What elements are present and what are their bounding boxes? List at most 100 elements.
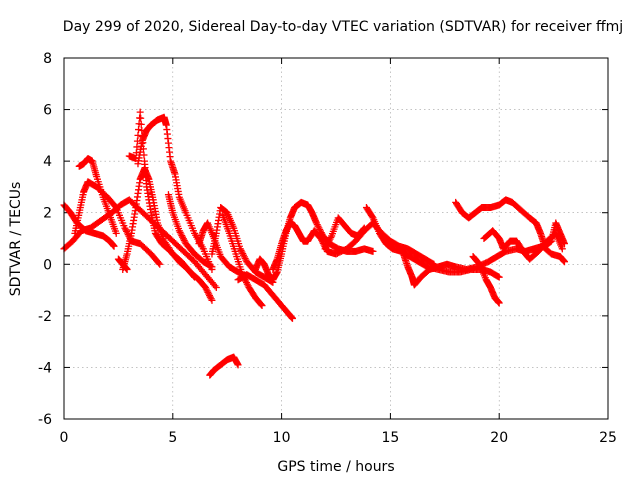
data-point	[203, 287, 211, 295]
data-point	[155, 259, 163, 267]
data-series-s3	[71, 178, 164, 268]
data-point	[316, 225, 324, 233]
y-tick-label: 0	[43, 257, 52, 273]
data-point	[495, 273, 503, 281]
data-point	[212, 283, 220, 291]
data-point	[237, 246, 245, 254]
data-point	[205, 290, 213, 298]
data-point	[241, 254, 249, 262]
data-point	[243, 280, 251, 288]
data-series-s1	[60, 201, 118, 250]
data-point	[369, 247, 377, 255]
data-series-s20	[480, 227, 566, 263]
data-series-s8	[164, 191, 216, 271]
data-series-s4	[75, 155, 120, 237]
data-point	[327, 234, 335, 242]
data-point	[179, 233, 187, 241]
data-point	[240, 253, 248, 261]
data-series-s13	[234, 271, 296, 322]
data-point	[111, 202, 119, 210]
data-point	[204, 288, 212, 296]
data-point	[208, 296, 216, 304]
data-point	[368, 213, 376, 221]
chart-title: Day 299 of 2020, Sidereal Day-to-day VTE…	[63, 19, 623, 35]
data-point	[312, 219, 320, 227]
data-point	[136, 108, 144, 116]
data-series-s6	[134, 113, 216, 273]
y-axis-label: SDTVAR / TECUs	[8, 182, 24, 297]
x-tick-label: 25	[599, 430, 617, 446]
data-point	[324, 240, 332, 248]
data-point	[123, 227, 131, 235]
y-tick-label: 2	[43, 206, 52, 222]
data-point	[318, 238, 326, 246]
y-tick-label: -4	[38, 360, 52, 376]
data-point	[495, 299, 503, 307]
data-point	[234, 361, 242, 369]
data-point	[110, 242, 118, 250]
data-series	[60, 108, 568, 379]
data-point	[314, 222, 322, 230]
data-point	[321, 245, 329, 253]
data-point	[179, 235, 187, 243]
data-point	[324, 238, 332, 246]
x-tick-label: 20	[490, 430, 508, 446]
x-axis-label: GPS time / hours	[277, 459, 394, 475]
data-point	[180, 236, 188, 244]
data-point	[257, 301, 265, 309]
data-point	[322, 243, 330, 251]
data-point	[123, 265, 131, 273]
data-point	[323, 242, 331, 250]
data-point	[121, 224, 129, 232]
data-point	[178, 232, 186, 240]
y-tick-label: -6	[38, 412, 52, 428]
data-point	[313, 221, 321, 229]
data-point	[359, 225, 367, 233]
data-point	[236, 245, 244, 253]
data-series-s16	[321, 214, 368, 253]
x-tick-label: 10	[273, 430, 291, 446]
data-point	[206, 292, 214, 300]
grid-lines	[64, 58, 608, 419]
data-point	[208, 263, 216, 271]
data-point	[325, 237, 333, 245]
data-point	[175, 227, 183, 235]
data-point	[326, 235, 334, 243]
x-tick-label: 5	[168, 430, 177, 446]
data-point	[239, 250, 247, 258]
data-point	[318, 236, 326, 244]
data-series-s11	[219, 211, 266, 310]
data-point	[177, 230, 185, 238]
x-tick-labels: 0 5 10 15 20 25	[60, 430, 617, 446]
data-point	[211, 282, 219, 290]
y-tick-labels: -6 -4 -2 0 2 4 6 8	[38, 51, 52, 428]
data-point	[112, 229, 120, 237]
data-series-s18	[399, 242, 568, 289]
data-series-s21	[469, 253, 503, 307]
data-point	[176, 228, 184, 236]
data-point	[122, 226, 130, 234]
data-series-s12	[195, 219, 251, 281]
data-point	[258, 302, 266, 310]
y-tick-label: 4	[43, 154, 52, 170]
data-point	[201, 283, 209, 291]
axis-ticks	[63, 57, 609, 420]
data-point	[558, 245, 566, 253]
x-tick-label: 15	[381, 430, 399, 446]
data-point	[206, 293, 214, 301]
x-tick-label: 0	[60, 430, 69, 446]
data-series-s10	[208, 204, 277, 286]
data-point	[317, 235, 325, 242]
data-point	[156, 260, 164, 268]
data-point	[315, 224, 323, 232]
data-series-s15	[269, 219, 438, 273]
data-point	[137, 114, 145, 122]
data-series-s22	[114, 255, 131, 273]
data-point	[240, 251, 248, 259]
data-point	[202, 285, 210, 293]
data-point	[560, 258, 568, 266]
data-point	[207, 295, 215, 303]
y-tick-label: 8	[43, 51, 52, 67]
data-series-s9	[206, 353, 242, 379]
